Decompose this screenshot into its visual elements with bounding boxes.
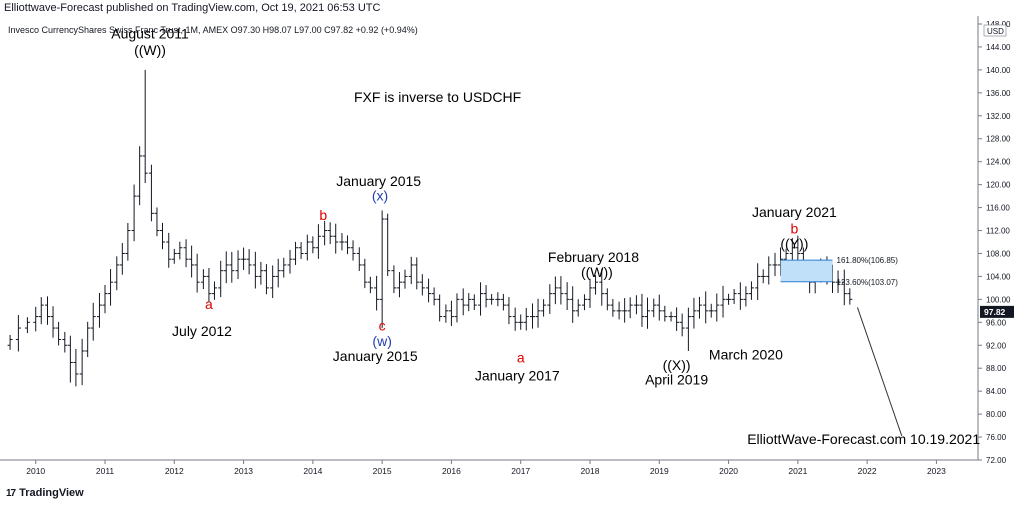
y-tick-label: 128.00 (986, 135, 1011, 144)
x-tick-label: 2010 (26, 466, 45, 476)
x-tick-label: 2011 (96, 466, 115, 476)
wave-label: January 2017 (475, 367, 560, 383)
projection-line-group (856, 307, 903, 437)
y-tick-label: 84.00 (986, 387, 1007, 396)
x-tick-label: 2018 (581, 466, 600, 476)
tradingview-logo-icon: 17 (6, 488, 16, 499)
tradingview-logo[interactable]: 17 TradingView (6, 487, 84, 499)
x-tick-label: 2012 (165, 466, 184, 476)
y-tick-label: 96.00 (986, 318, 1007, 327)
x-tick-label: 2019 (650, 466, 669, 476)
wave-label: January 2021 (752, 204, 837, 220)
last-price-tag (980, 305, 1014, 318)
y-tick-label: 76.00 (986, 433, 1007, 442)
x-tick-label: 2015 (373, 466, 392, 476)
last-price-label: 97.82 (984, 307, 1006, 317)
fib-123-label: 123.60%(103.07) (837, 278, 899, 287)
wave-label: February 2018 (548, 249, 639, 265)
wave-label: August 2011 (111, 25, 189, 41)
wave-label: a (517, 349, 525, 365)
fib-extension-zone: 161.80%(106.85) 123.60%(103.07) (780, 256, 899, 287)
wave-label: c (379, 317, 386, 333)
y-tick-label: 124.00 (986, 158, 1011, 167)
wave-label: b (790, 220, 798, 236)
y-tick-label: 140.00 (986, 66, 1011, 75)
footer: 17 TradingView (0, 480, 1024, 506)
currency-label: USD (987, 27, 1004, 36)
projection-line (856, 307, 903, 437)
wave-label: April 2019 (645, 371, 708, 387)
y-tick-label: 80.00 (986, 410, 1007, 419)
wave-labels: August 2011((W))FXF is inverse to USDCHF… (111, 25, 980, 447)
y-tick-label: 112.00 (986, 227, 1010, 236)
wave-label: ((W)) (581, 264, 613, 280)
y-tick-label: 136.00 (986, 89, 1011, 98)
x-tick-label: 2020 (719, 466, 738, 476)
currency-box (983, 24, 1007, 37)
wave-label: a (205, 296, 213, 312)
wave-label: ((Y)) (780, 235, 808, 251)
wave-label: b (319, 207, 327, 223)
symbol-info: Invesco CurrencyShares Swiss Franc Trust… (8, 25, 418, 35)
wave-label: July 2012 (172, 323, 232, 339)
x-tick-label: 2017 (511, 466, 530, 476)
publisher-line: Elliottwave-Forecast published on Tradin… (4, 2, 381, 14)
ohlc-bars (7, 69, 853, 387)
y-tick-label: 108.00 (986, 249, 1011, 258)
y-tick-label: 144.00 (986, 43, 1011, 52)
wave-label: January 2015 (333, 348, 418, 364)
fib-161-label: 161.80%(106.85) (837, 256, 899, 265)
x-tick-label: 2013 (234, 466, 253, 476)
wave-label: (x) (372, 188, 388, 204)
x-tick-label: 2021 (788, 466, 807, 476)
y-tick-label: 100.00 (986, 295, 1011, 304)
x-tick-label: 2022 (858, 466, 877, 476)
y-tick-label: 148.00 (986, 20, 1011, 29)
wave-label: March 2020 (709, 347, 783, 363)
chart-frame (0, 16, 979, 461)
x-tick-label: 2023 (927, 466, 946, 476)
y-tick-label: 92.00 (986, 341, 1007, 350)
wave-label: (w) (372, 333, 391, 349)
x-tick-label: 2014 (303, 466, 322, 476)
price-axis[interactable]: 72.00 76.00 80.00 84.00 88.00 92.00 96.00 100.0… (978, 20, 1014, 465)
wave-label: ((X)) (663, 357, 691, 373)
y-tick-label: 88.00 (986, 364, 1007, 373)
x-tick-label: 2016 (442, 466, 461, 476)
wave-label: FXF is inverse to USDCHF (354, 89, 521, 105)
y-tick-label: 120.00 (986, 181, 1011, 190)
time-axis[interactable]: 2010 2011 2012 2013 2014 2015 2016 2017 2018 2019… (26, 460, 946, 476)
y-tick-label: 104.00 (986, 272, 1011, 281)
wave-label: ElliottWave-Forecast.com 10.19.2021 (747, 431, 980, 447)
tradingview-logo-text: TradingView (19, 487, 84, 499)
wave-label: ((W)) (134, 42, 166, 58)
y-tick-label: 116.00 (986, 204, 1010, 213)
wave-label: January 2015 (336, 173, 421, 189)
fib-zone-fill (780, 260, 833, 282)
y-tick-label: 72.00 (986, 456, 1007, 465)
y-tick-label: 132.00 (986, 112, 1011, 121)
